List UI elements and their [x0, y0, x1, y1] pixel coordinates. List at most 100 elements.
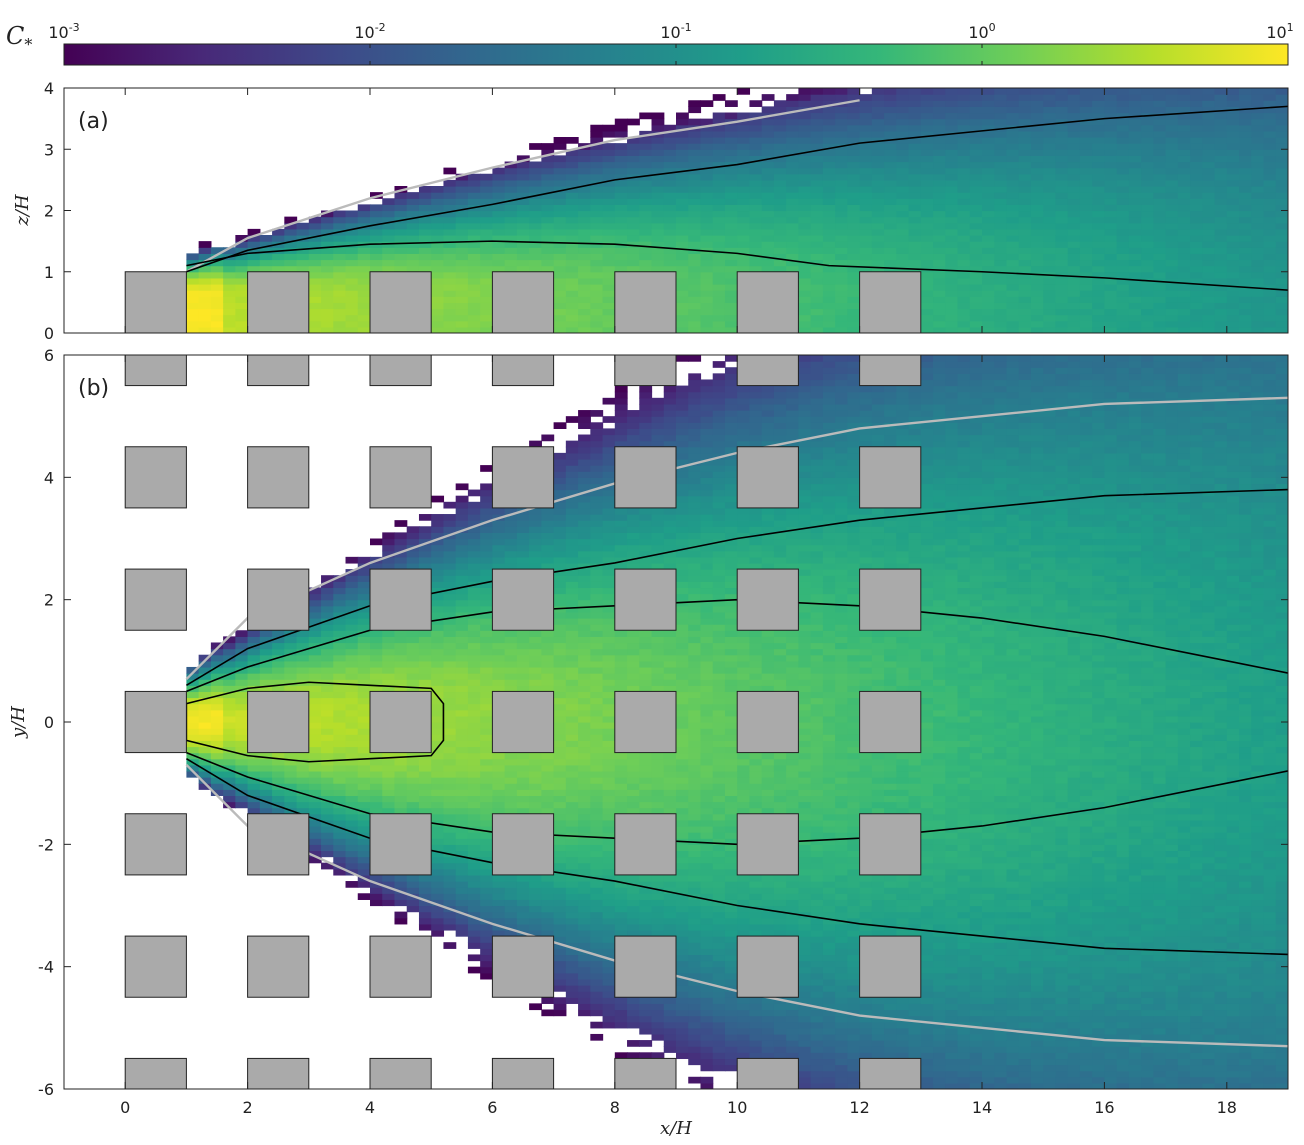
heatmap-cell	[505, 168, 518, 175]
heatmap-cell	[603, 186, 616, 193]
heatmap-cell	[713, 290, 726, 297]
heatmap-cell	[443, 642, 456, 649]
heatmap-cell	[603, 802, 616, 809]
heatmap-cell	[1031, 198, 1044, 205]
heatmap-cell	[676, 296, 689, 303]
heatmap-cell	[590, 302, 603, 309]
heatmap-cell	[639, 1022, 652, 1029]
heatmap-cell	[615, 661, 628, 668]
heatmap-cell	[1215, 223, 1228, 230]
heatmap-cell	[627, 204, 640, 211]
heatmap-cell	[700, 266, 713, 273]
heatmap-cell	[1215, 143, 1228, 150]
heatmap-cell	[1141, 168, 1154, 175]
heatmap-cell	[297, 667, 310, 674]
heatmap-cell	[652, 795, 665, 802]
heatmap-cell	[541, 636, 554, 643]
heatmap-cell	[590, 881, 603, 888]
heatmap-cell	[431, 186, 444, 193]
heatmap-cell	[1190, 94, 1203, 101]
heatmap-cell	[811, 272, 824, 279]
heatmap-cell	[933, 247, 946, 254]
heatmap-cell	[811, 162, 824, 169]
heatmap-cell	[468, 930, 481, 937]
heatmap-cell	[786, 217, 799, 224]
heatmap-cell	[700, 217, 713, 224]
heatmap-cell	[970, 296, 983, 303]
heatmap-cell	[786, 211, 799, 218]
heatmap-cell	[921, 137, 934, 144]
heatmap-cell	[1055, 180, 1068, 187]
heatmap-cell	[1092, 204, 1105, 211]
heatmap-cell	[529, 893, 542, 900]
heatmap-cell	[456, 802, 469, 809]
heatmap-cell	[1239, 266, 1252, 273]
heatmap-cell	[603, 826, 616, 833]
heatmap-cell	[1202, 296, 1215, 303]
heatmap-cell	[468, 600, 481, 607]
heatmap-cell	[199, 734, 212, 741]
heatmap-cell	[603, 753, 616, 760]
heatmap-cell	[1019, 131, 1032, 138]
heatmap-cell	[872, 162, 885, 169]
heatmap-cell	[578, 820, 591, 827]
heatmap-cell	[639, 893, 652, 900]
heatmap-cell	[431, 655, 444, 662]
heatmap-cell	[603, 759, 616, 766]
heatmap-cell	[1202, 88, 1215, 95]
heatmap-cell	[676, 532, 689, 539]
heatmap-cell	[468, 820, 481, 827]
heatmap-cell	[456, 520, 469, 527]
heatmap-cell	[505, 759, 518, 766]
heatmap-cell	[639, 155, 652, 162]
heatmap-cell	[1043, 88, 1056, 95]
heatmap-cell	[407, 211, 420, 218]
heatmap-cell	[909, 100, 922, 107]
heatmap-cell	[480, 260, 493, 267]
heatmap-cell	[798, 162, 811, 169]
heatmap-cell	[309, 704, 322, 711]
heatmap-cell	[749, 131, 762, 138]
heatmap-cell	[1080, 296, 1093, 303]
heatmap-cell	[370, 759, 383, 766]
heatmap-cell	[1288, 253, 1301, 260]
heatmap-cell	[199, 309, 212, 316]
heatmap-cell	[407, 887, 420, 894]
heatmap-cell	[431, 771, 444, 778]
heatmap-cell	[933, 302, 946, 309]
heatmap-cell	[382, 765, 395, 772]
heatmap-cell	[443, 606, 456, 613]
heatmap-cell	[419, 235, 432, 242]
heatmap-cell	[578, 661, 591, 668]
heatmap-cell	[688, 753, 701, 760]
heatmap-cell	[639, 526, 652, 533]
heatmap-cell	[419, 630, 432, 637]
heatmap-cell	[798, 321, 811, 328]
heatmap-cell	[456, 887, 469, 894]
heatmap-cell	[664, 777, 677, 784]
heatmap-cell	[823, 266, 836, 273]
heatmap-cell	[1288, 315, 1301, 322]
heatmap-cell	[1031, 278, 1044, 285]
heatmap-cell	[248, 771, 261, 778]
heatmap-cell	[443, 309, 456, 316]
heatmap-cell	[529, 636, 542, 643]
heatmap-cell	[603, 235, 616, 242]
heatmap-cell	[590, 125, 603, 132]
heatmap-cell	[1166, 155, 1179, 162]
heatmap-cell	[860, 174, 873, 181]
heatmap-cell	[884, 162, 897, 169]
heatmap-cell	[1031, 302, 1044, 309]
heatmap-cell	[688, 832, 701, 839]
heatmap-cell	[1117, 211, 1130, 218]
heatmap-cell	[517, 783, 530, 790]
heatmap-cell	[664, 636, 677, 643]
heatmap-cell	[958, 223, 971, 230]
heatmap-cell	[309, 802, 322, 809]
heatmap-cell	[407, 241, 420, 248]
heatmap-cell	[921, 204, 934, 211]
heatmap-cell	[480, 954, 493, 961]
heatmap-cell	[1264, 198, 1277, 205]
heatmap-cell	[333, 266, 346, 273]
heatmap-cell	[700, 906, 713, 913]
